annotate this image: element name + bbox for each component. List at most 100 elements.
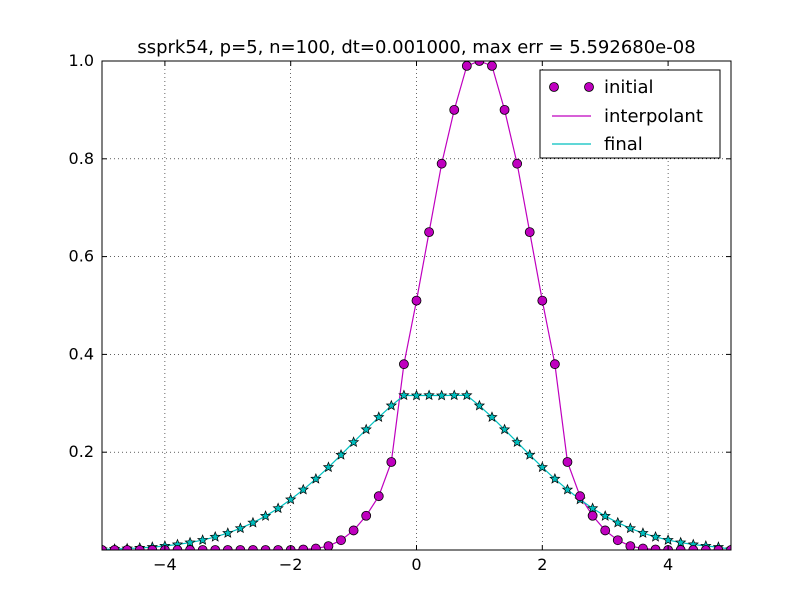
final-point <box>310 472 322 484</box>
legend-marker-initial <box>584 82 594 92</box>
final-point <box>461 389 473 401</box>
final-point <box>662 534 674 545</box>
legend-entry-interpolant: interpolant <box>552 106 703 127</box>
initial-point <box>499 105 510 115</box>
final-point <box>486 411 498 422</box>
initial-point <box>587 510 598 521</box>
y-tick-label: 0.8 <box>69 149 94 168</box>
initial-point <box>562 457 573 467</box>
y-tick-label: 1.0 <box>69 51 94 70</box>
final-point <box>272 502 284 514</box>
x-tick-label: −2 <box>279 555 303 574</box>
initial-point <box>675 545 686 550</box>
legend: initial interpolant final <box>539 69 721 159</box>
initial-point <box>638 543 648 550</box>
final-point <box>234 522 247 534</box>
final-point <box>360 423 372 435</box>
initial-point <box>625 541 636 550</box>
legend-entry-final: final <box>552 134 643 155</box>
final-point <box>347 436 360 448</box>
chart-title: ssprk54, p=5, n=100, dt=0.001000, max er… <box>137 37 695 58</box>
initial-point <box>260 545 271 550</box>
initial-point <box>172 545 183 550</box>
initial-point <box>102 545 107 550</box>
final-point <box>586 502 599 514</box>
initial-point <box>222 545 233 550</box>
initial-point <box>373 491 384 502</box>
initial-point <box>575 491 585 502</box>
initial-point <box>436 158 447 169</box>
initial-point <box>600 525 611 536</box>
initial-point <box>524 227 535 238</box>
final-point <box>448 389 460 401</box>
final-point <box>209 530 221 542</box>
final-point <box>549 472 561 484</box>
initial-point <box>411 295 422 306</box>
final-point <box>599 510 611 521</box>
initial-point <box>461 61 472 71</box>
final-point <box>222 527 234 538</box>
initial-point <box>310 543 321 550</box>
initial-point <box>424 227 434 238</box>
initial-point <box>197 545 208 550</box>
legend-label-final: final <box>604 134 643 155</box>
initial-point <box>688 545 699 550</box>
initial-point <box>549 359 560 370</box>
initial-point <box>235 545 246 550</box>
initial-point <box>399 359 409 370</box>
legend-box <box>539 69 721 159</box>
initial-point <box>248 545 258 550</box>
initial-point <box>361 510 372 521</box>
final-point <box>536 461 548 473</box>
final-point <box>423 389 435 401</box>
y-tick-label: 0.4 <box>69 344 94 363</box>
initial-point <box>537 295 548 306</box>
final-point <box>398 389 410 401</box>
initial-point <box>348 525 359 536</box>
final-point <box>649 530 662 542</box>
final-point <box>385 399 397 411</box>
final-point <box>322 461 335 473</box>
initial-point <box>122 545 133 550</box>
x-tick-label: 0 <box>411 555 421 574</box>
initial-point <box>512 158 523 169</box>
initial-point <box>185 545 195 550</box>
y-tick-label: 0.2 <box>69 442 94 461</box>
final-point <box>436 389 448 401</box>
initial-point <box>449 105 460 115</box>
x-tick-label: 4 <box>663 555 673 574</box>
final-point <box>524 448 536 460</box>
initial-point <box>210 545 221 550</box>
final-point <box>335 448 347 460</box>
final-point <box>511 436 523 448</box>
initial-point <box>386 457 397 467</box>
final-point <box>285 493 297 505</box>
initial-point <box>336 535 346 546</box>
final-point <box>247 516 259 528</box>
final-point <box>561 483 574 495</box>
series-layer <box>102 61 731 550</box>
initial-point <box>273 545 284 550</box>
final-point <box>259 510 272 521</box>
legend-label-interpolant: interpolant <box>604 106 703 127</box>
final-point <box>498 423 511 435</box>
y-tick-label: 0.6 <box>69 247 94 266</box>
initial-point <box>147 545 158 550</box>
legend-marker-initial <box>549 82 559 92</box>
final-point <box>410 389 423 401</box>
initial-point <box>134 545 145 550</box>
final-point <box>612 516 624 528</box>
axis-ticks: −4 −2 0 2 4 0.2 0.4 0.6 0.8 1.0 <box>69 51 731 574</box>
initial-point <box>700 545 711 550</box>
initial-point <box>323 541 334 550</box>
final-point <box>297 483 309 495</box>
initial-point <box>474 61 485 66</box>
x-tick-label: −4 <box>153 555 177 574</box>
final-point <box>184 536 196 548</box>
final-point <box>637 527 649 538</box>
x-tick-label: 2 <box>537 555 547 574</box>
legend-entry-initial: initial <box>549 77 654 98</box>
initial-point <box>109 545 120 550</box>
initial-point <box>726 545 731 550</box>
